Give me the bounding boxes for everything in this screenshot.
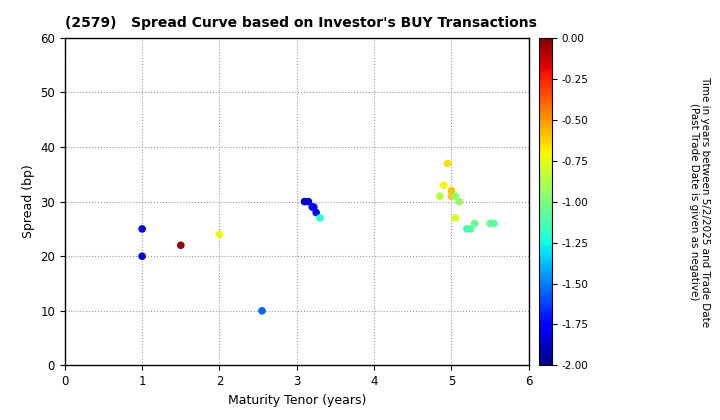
Point	[488, 220, 500, 227]
Point	[446, 187, 457, 194]
Point	[310, 209, 322, 216]
Point	[434, 193, 446, 199]
Point	[449, 193, 461, 199]
Point	[175, 242, 186, 249]
Point	[462, 226, 473, 232]
Point	[469, 220, 480, 227]
Y-axis label: Time in years between 5/2/2025 and Trade Date
(Past Trade Date is given as negat: Time in years between 5/2/2025 and Trade…	[689, 76, 711, 327]
X-axis label: Maturity Tenor (years): Maturity Tenor (years)	[228, 394, 366, 407]
Point	[446, 193, 457, 199]
Point	[302, 198, 314, 205]
Point	[307, 204, 318, 210]
Point	[454, 198, 465, 205]
Point	[438, 182, 449, 189]
Point	[485, 220, 496, 227]
Point	[136, 226, 148, 232]
Point	[465, 226, 477, 232]
Point	[308, 204, 320, 210]
Y-axis label: Spread (bp): Spread (bp)	[22, 165, 35, 239]
Point	[214, 231, 225, 238]
Point	[299, 198, 310, 205]
Point	[314, 215, 325, 221]
Point	[442, 160, 454, 167]
Point	[449, 215, 461, 221]
Text: (2579)   Spread Curve based on Investor's BUY Transactions: (2579) Spread Curve based on Investor's …	[65, 16, 536, 30]
Point	[256, 307, 268, 314]
Point	[136, 253, 148, 260]
